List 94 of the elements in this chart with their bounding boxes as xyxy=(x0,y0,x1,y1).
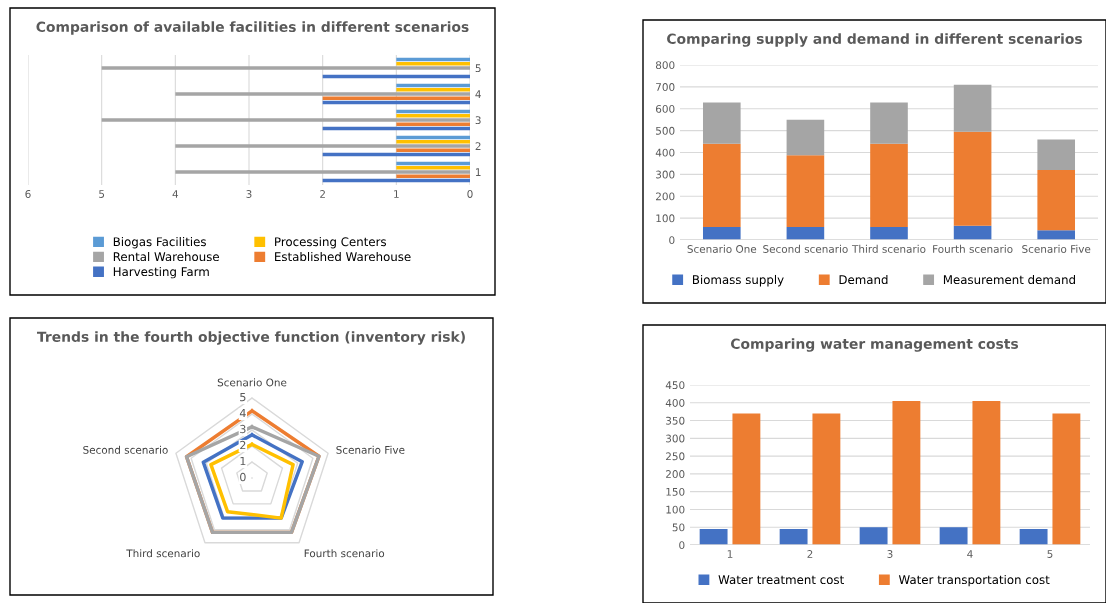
y-tick-label: 5 xyxy=(475,64,481,73)
y-tick-label: 2 xyxy=(240,440,246,450)
y-tick-label: 100 xyxy=(666,505,685,514)
y-tick-label: 3 xyxy=(240,424,246,434)
bar xyxy=(175,170,470,174)
y-tick-label: 200 xyxy=(656,192,675,201)
y-tick-label: 450 xyxy=(665,381,685,390)
bar xyxy=(699,529,728,545)
bar xyxy=(702,143,741,227)
x-tick-label: 5 xyxy=(99,190,105,198)
y-tick-label: 50 xyxy=(672,523,685,532)
y-tick-label: 800 xyxy=(655,61,675,70)
bar xyxy=(1037,230,1076,240)
spoke-label: Second scenario xyxy=(83,445,168,454)
chart-title: Trends in the fourth objective function (inventory risk) xyxy=(36,331,465,345)
chart-title: Comparing water management costs xyxy=(730,338,1019,352)
chart-title: Comparing supply and demand in different scenarios xyxy=(667,33,1082,47)
bar xyxy=(870,143,908,227)
bar xyxy=(175,144,470,148)
x-tick-label: Scenario Five xyxy=(1022,244,1091,253)
y-tick-label: 700 xyxy=(656,83,675,91)
x-tick-label: 4 xyxy=(172,190,179,198)
legend-label: Harvesting Farm xyxy=(113,266,209,279)
bar xyxy=(892,401,921,545)
bar xyxy=(953,131,992,226)
x-tick-label: 1 xyxy=(394,190,399,198)
bar xyxy=(786,155,825,227)
spoke-label: Scenario One xyxy=(217,378,287,387)
legend-label: Established Warehouse xyxy=(275,251,411,262)
bar xyxy=(939,527,968,545)
y-tick-label: 400 xyxy=(655,148,675,157)
bar xyxy=(870,226,908,240)
x-tick-label: 1 xyxy=(727,550,733,558)
bar xyxy=(1037,139,1076,170)
bar xyxy=(953,225,992,240)
bar xyxy=(1052,413,1081,545)
y-tick-label: 1 xyxy=(476,168,481,176)
y-tick-label: 5 xyxy=(240,392,246,402)
legend-label: Processing Centers xyxy=(275,237,387,249)
y-tick-label: 400 xyxy=(665,399,685,407)
bar xyxy=(786,226,825,240)
x-tick-label: 2 xyxy=(320,190,325,198)
legend-label: Demand xyxy=(839,274,888,285)
bar xyxy=(786,119,825,156)
x-tick-label: 3 xyxy=(887,550,893,558)
y-tick-label: 500 xyxy=(656,126,675,135)
bar xyxy=(1019,529,1048,545)
y-tick-label: 100 xyxy=(656,214,675,223)
y-tick-label: 600 xyxy=(655,104,675,113)
x-tick-label: Fourth scenario xyxy=(933,244,1013,253)
bar xyxy=(812,413,841,545)
bar xyxy=(972,401,1001,545)
x-tick-label: 5 xyxy=(1047,550,1053,558)
y-tick-label: 150 xyxy=(666,487,685,496)
y-tick-label: 0 xyxy=(240,472,246,482)
y-tick-label: 300 xyxy=(656,170,675,179)
x-tick-label: 3 xyxy=(246,190,252,198)
x-tick-label: Second scenario xyxy=(763,244,848,253)
y-tick-label: 300 xyxy=(666,434,685,443)
y-tick-label: 4 xyxy=(239,408,246,418)
y-tick-label: 4 xyxy=(475,90,481,98)
spoke-label: Scenario Five xyxy=(336,445,405,454)
x-tick-label: 6 xyxy=(25,190,31,198)
bar xyxy=(779,529,808,545)
bar xyxy=(702,226,741,240)
y-tick-label: 1 xyxy=(240,456,246,466)
bar xyxy=(101,66,470,70)
x-tick-label: Scenario One xyxy=(687,244,757,253)
bar xyxy=(101,118,470,122)
y-tick-label: 2 xyxy=(475,142,481,150)
chart-title: Comparison of available facilities in different scenarios xyxy=(36,21,469,35)
legend-label: Biogas Facilities xyxy=(113,237,206,249)
bar xyxy=(1037,170,1076,231)
legend-label: Water treatment cost xyxy=(718,575,844,585)
legend-label: Rental Warehouse xyxy=(113,251,219,262)
y-tick-label: 0 xyxy=(679,541,685,550)
x-tick-label: 4 xyxy=(967,550,973,558)
legend-label: Water transportation cost xyxy=(898,574,1050,587)
y-tick-label: 0 xyxy=(669,236,675,245)
y-tick-label: 3 xyxy=(475,116,481,125)
x-tick-label: 2 xyxy=(807,550,813,558)
bar xyxy=(953,84,992,132)
bar xyxy=(870,102,908,144)
bar xyxy=(732,413,761,545)
legend-label: Measurement demand xyxy=(943,274,1075,285)
legend-label: Biomass supply xyxy=(693,274,784,287)
bar xyxy=(702,102,741,144)
x-tick-label: Third scenario xyxy=(851,244,926,253)
y-tick-label: 200 xyxy=(666,470,685,478)
y-tick-label: 250 xyxy=(666,452,685,461)
x-tick-label: 0 xyxy=(467,190,473,198)
y-tick-label: 350 xyxy=(666,416,685,425)
bar xyxy=(859,527,888,545)
bar xyxy=(175,92,470,96)
